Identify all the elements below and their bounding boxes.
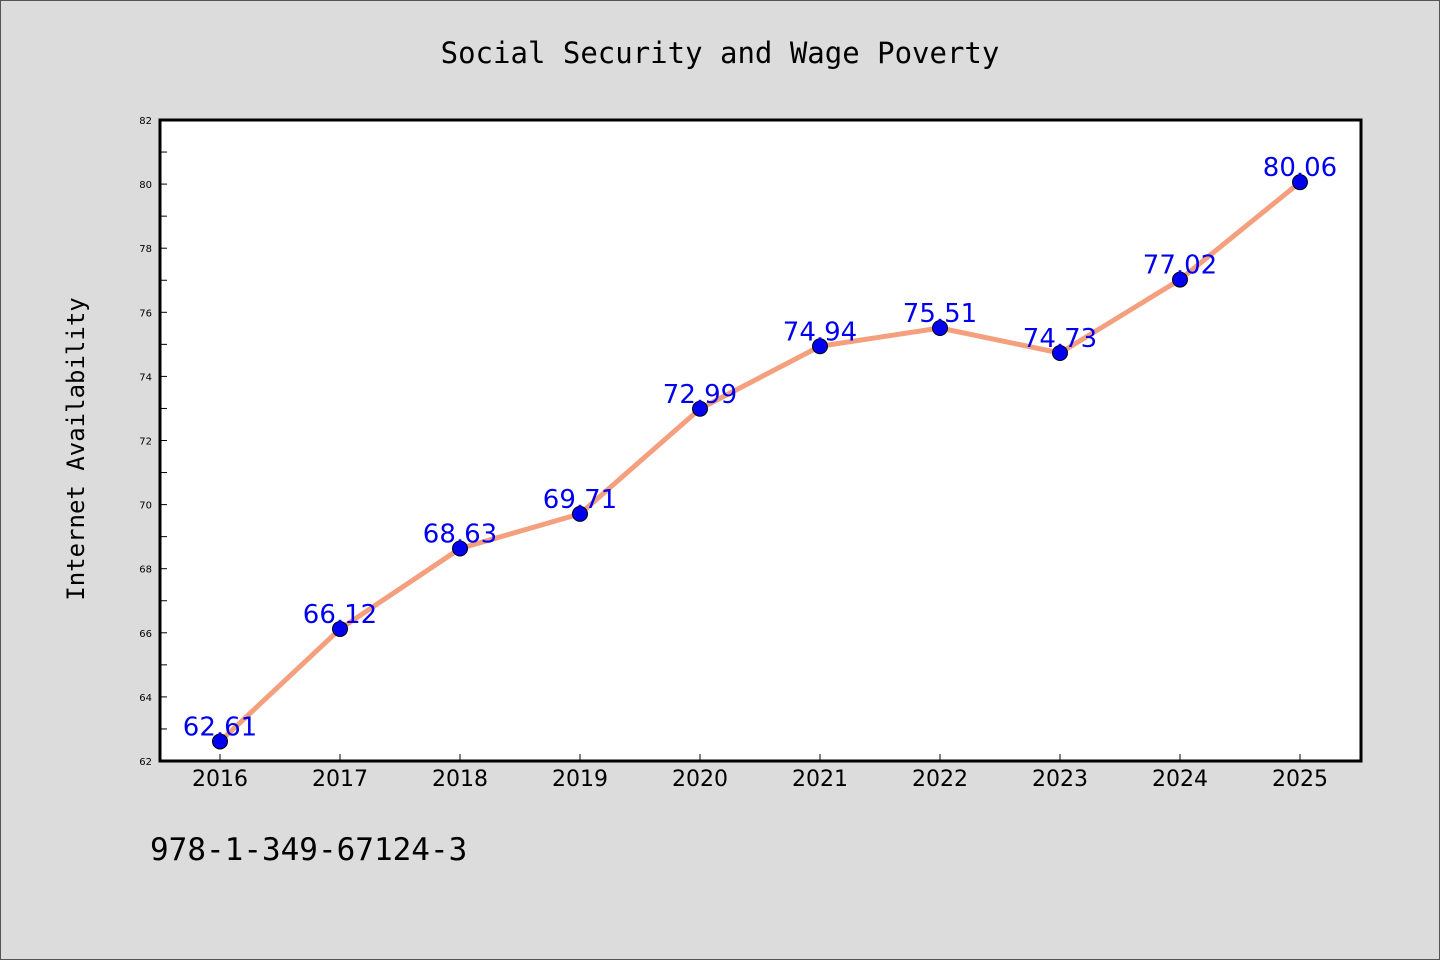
footer-code: 978-1-349-67124-3 xyxy=(150,832,468,868)
data-point xyxy=(1292,174,1308,191)
y-tick-label: 80 xyxy=(139,180,152,191)
y-tick-label: 70 xyxy=(139,501,152,512)
x-tick-label: 2019 xyxy=(552,767,608,792)
x-tick-label: 2016 xyxy=(192,767,248,792)
y-tick-label: 82 xyxy=(139,116,152,127)
x-tick-label: 2023 xyxy=(1032,767,1088,792)
data-label: 75.51 xyxy=(903,299,977,329)
x-tick-label: 2018 xyxy=(432,767,488,792)
series-markers xyxy=(212,174,1308,750)
data-label: 72.99 xyxy=(663,380,737,410)
data-label: 77.02 xyxy=(1143,251,1217,281)
x-tick-label: 2020 xyxy=(672,767,728,792)
data-label: 74.94 xyxy=(783,317,857,347)
y-tick-label: 76 xyxy=(139,308,152,319)
data-label: 66.12 xyxy=(303,600,377,630)
y-tick-label: 68 xyxy=(139,565,152,576)
series-line xyxy=(217,179,1303,744)
y-tick-label: 78 xyxy=(139,244,152,255)
plot-area xyxy=(158,118,1363,763)
data-point xyxy=(812,338,828,355)
y-tick-label: 72 xyxy=(139,437,152,448)
y-tick-label: 74 xyxy=(139,372,152,383)
chart-title: Social Security and Wage Poverty xyxy=(441,36,1000,70)
series-line-group xyxy=(217,179,1303,744)
data-label: 69.71 xyxy=(543,485,617,515)
x-tick-label: 2017 xyxy=(312,767,368,792)
y-tick-label: 62 xyxy=(139,757,152,768)
data-label: 80.06 xyxy=(1263,153,1337,183)
y-tick-label: 66 xyxy=(139,629,152,640)
data-point xyxy=(692,400,708,417)
y-tick-label: 64 xyxy=(139,693,152,704)
data-label: 68.63 xyxy=(423,520,497,550)
y-axis-label: Internet Availability xyxy=(62,297,90,600)
data-label: 74.73 xyxy=(1023,324,1097,354)
data-point xyxy=(1052,345,1068,362)
data-point xyxy=(212,733,228,750)
x-tick-label: 2025 xyxy=(1272,767,1328,792)
data-labels: 62.61 66.12 68.63 69.71 72.99 74.94 75.51 74.73… xyxy=(183,153,1337,742)
x-tick-label: 2021 xyxy=(792,767,848,792)
x-axis-ticks: 2016 2017 2018 2019 2020 2021 2022 2023 2024 2025 xyxy=(192,754,1328,792)
data-point xyxy=(452,540,468,557)
data-point xyxy=(572,505,588,522)
x-tick-label: 2024 xyxy=(1152,767,1208,792)
data-point xyxy=(932,320,948,337)
y-axis-ticks: 62 64 66 68 70 72 74 76 78 80 82 xyxy=(139,116,167,768)
data-point xyxy=(332,620,348,637)
x-tick-label: 2022 xyxy=(912,767,968,792)
data-point xyxy=(1172,271,1188,288)
data-label: 62.61 xyxy=(183,712,257,742)
